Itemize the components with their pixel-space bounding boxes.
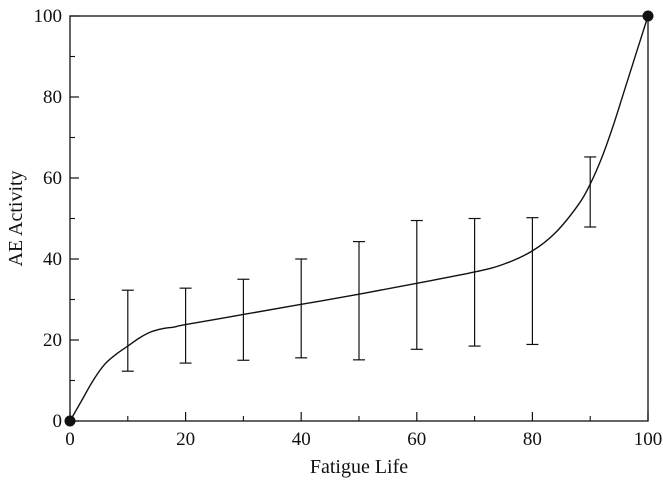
x-tick-label: 60 bbox=[407, 429, 426, 450]
error-bar bbox=[179, 287, 192, 364]
x-axis: 0 20 40 60 80 100 bbox=[65, 412, 662, 450]
x-tick-label: 40 bbox=[292, 429, 311, 450]
error-bar bbox=[237, 278, 250, 361]
ae-activity-curve bbox=[69, 15, 649, 422]
x-tick-label: 0 bbox=[65, 429, 75, 450]
x-tick-label: 20 bbox=[176, 429, 195, 450]
x-tick-label: 80 bbox=[523, 429, 542, 450]
error-bar bbox=[584, 156, 597, 228]
x-axis-label: Fatigue Life bbox=[310, 456, 408, 478]
error-bar bbox=[468, 217, 481, 347]
error-bar bbox=[410, 219, 423, 350]
curve-layer bbox=[69, 15, 649, 422]
y-axis: 0 20 40 60 80 100 bbox=[34, 6, 79, 432]
endpoint-markers bbox=[64, 10, 654, 427]
y-axis-label: AE Activity bbox=[5, 170, 27, 266]
x-tick-label: 100 bbox=[634, 429, 663, 450]
y-tick-label: 40 bbox=[43, 249, 62, 270]
y-tick-label: 0 bbox=[53, 411, 63, 432]
error-bar bbox=[526, 217, 539, 346]
y-tick-label: 60 bbox=[43, 168, 62, 189]
error-bar bbox=[121, 289, 134, 372]
y-tick-label: 80 bbox=[43, 87, 62, 108]
error-bars bbox=[121, 156, 597, 372]
error-bar bbox=[353, 240, 365, 361]
endpoint-marker bbox=[642, 10, 654, 22]
y-tick-label: 100 bbox=[34, 6, 63, 27]
endpoint-marker bbox=[64, 415, 76, 427]
error-bar bbox=[295, 258, 308, 359]
y-tick-label: 20 bbox=[43, 330, 62, 351]
